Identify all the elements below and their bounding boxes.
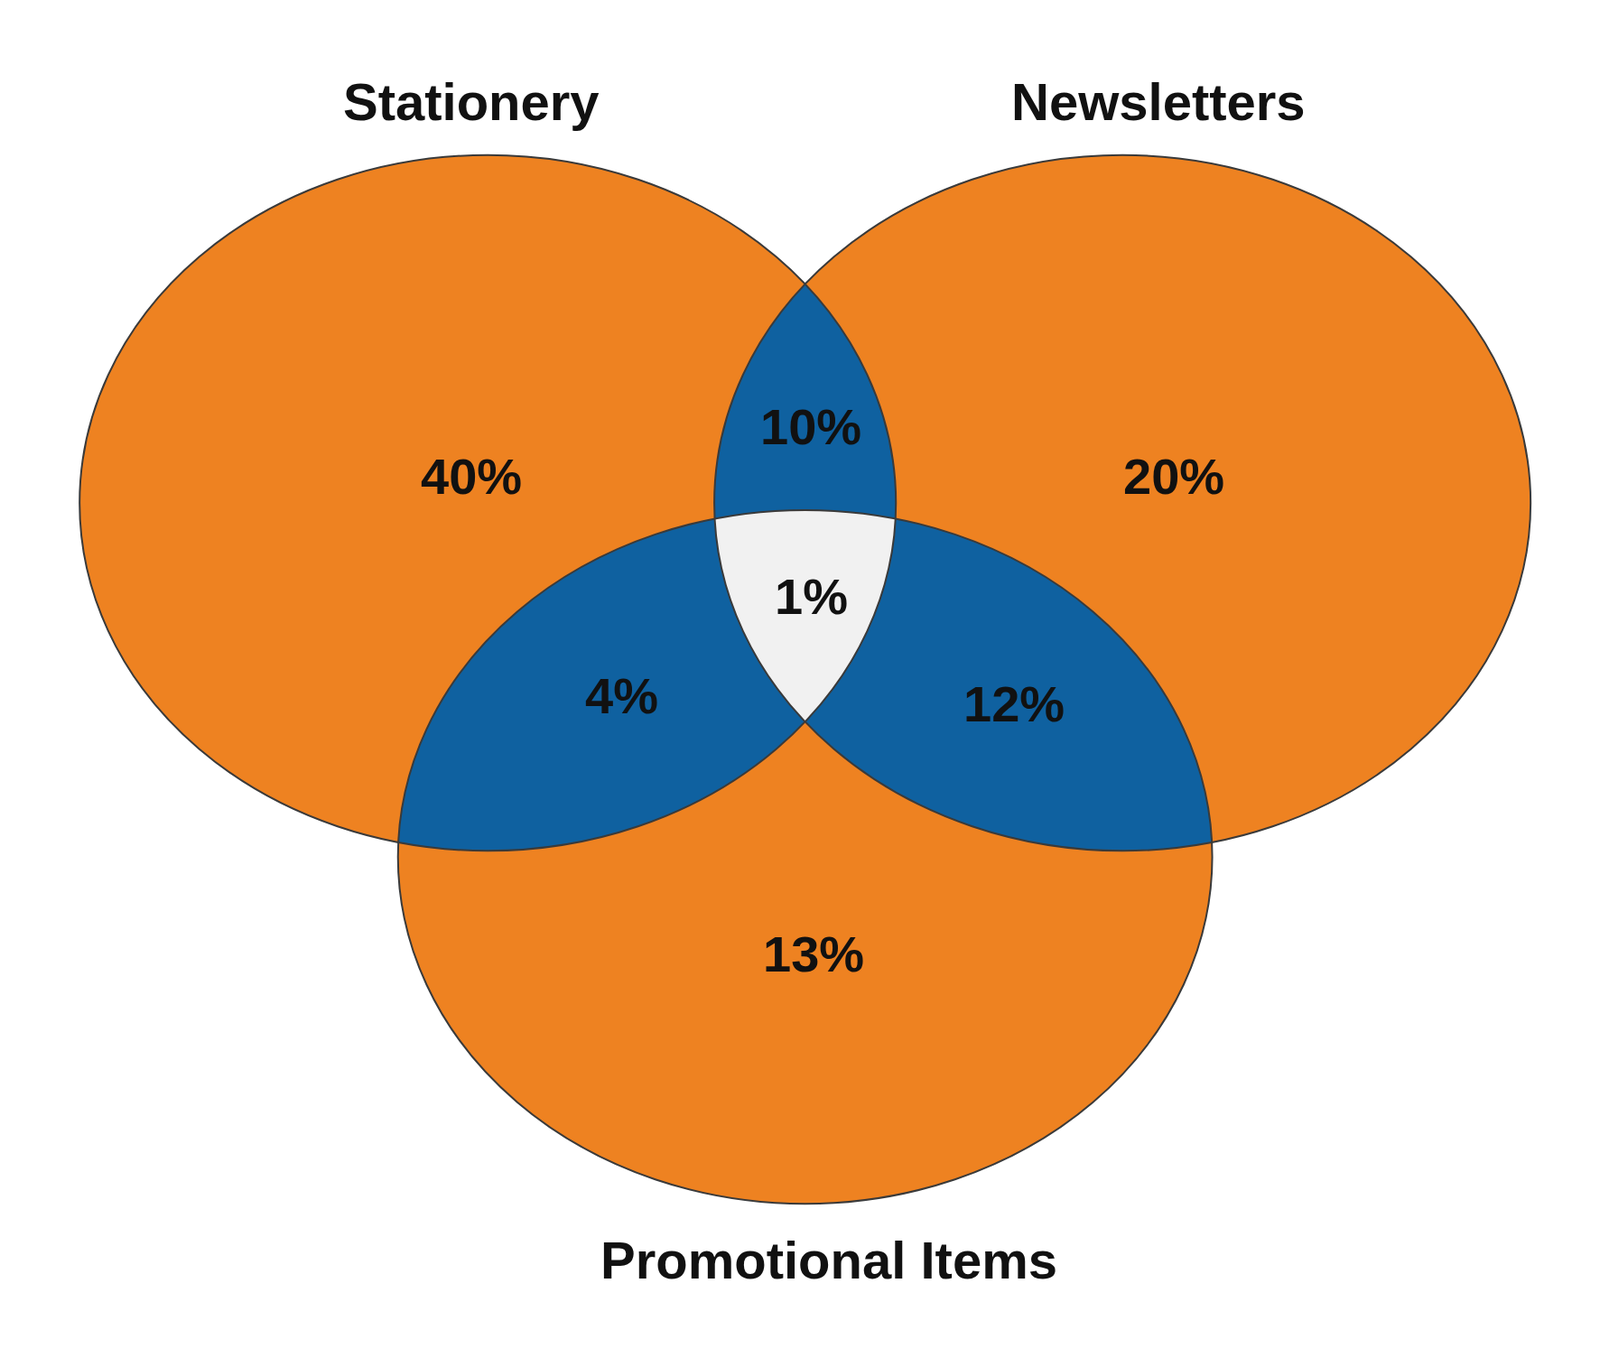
svg-text:20%: 20% <box>1123 447 1225 505</box>
svg-text:1%: 1% <box>774 567 848 625</box>
svg-text:10%: 10% <box>760 398 862 456</box>
svg-text:4%: 4% <box>585 667 659 725</box>
svg-text:40%: 40% <box>420 447 522 505</box>
svg-text:Promotional Items: Promotional Items <box>600 1230 1058 1290</box>
svg-text:Stationery: Stationery <box>343 72 600 131</box>
svg-text:Newsletters: Newsletters <box>1011 72 1306 131</box>
svg-text:12%: 12% <box>963 675 1065 733</box>
svg-text:13%: 13% <box>762 925 865 983</box>
